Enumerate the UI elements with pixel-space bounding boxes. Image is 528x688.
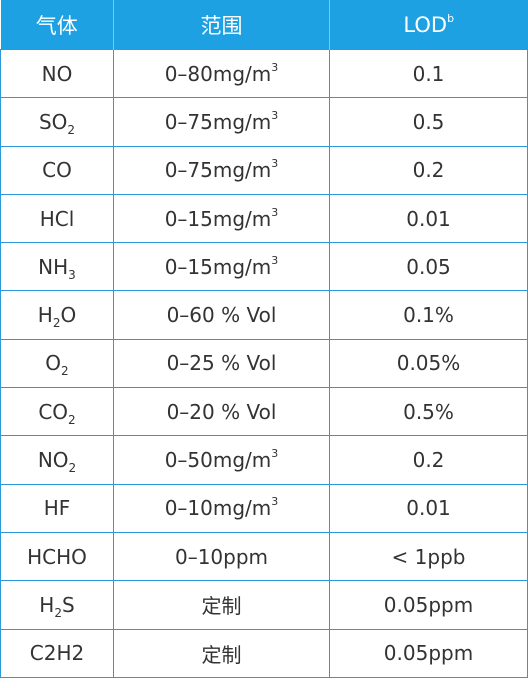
table-row: NO 0–80mg/m3 0.1 [0, 48, 528, 99]
gas-cell: C2H2 [0, 628, 114, 678]
range-cell: 0–60 % Vol [113, 290, 330, 340]
table-row: SO2 0–75mg/m3 0.5 [0, 97, 528, 147]
lod-cell: 0.5% [329, 387, 528, 437]
table-row: NO2 0–50mg/m3 0.2 [0, 435, 528, 485]
table-row: HCl 0–15mg/m3 0.01 [0, 193, 528, 244]
gas-cell: CO [0, 145, 114, 195]
gas-cell: HCl [0, 193, 114, 244]
gas-cell: CO2 [0, 387, 114, 437]
lod-cell: 0.01 [329, 193, 528, 244]
gas-cell: H2O [0, 290, 114, 340]
table-row: H2O 0–60 % Vol 0.1% [0, 290, 528, 340]
header-range: 范围 [113, 0, 330, 50]
lod-cell: 0.05ppm [329, 580, 528, 630]
range-cell: 0–25 % Vol [113, 338, 330, 389]
table-row: H2S 定制 0.05ppm [0, 580, 528, 630]
range-cell: 0–15mg/m3 [113, 193, 330, 244]
header-lod: LODb [329, 0, 528, 50]
table-row: HF 0–10mg/m3 0.01 [0, 483, 528, 533]
lod-cell: 0.1 [329, 48, 528, 99]
lod-cell: 0.5 [329, 97, 528, 147]
gas-cell: NO [0, 48, 114, 99]
range-cell: 定制 [113, 628, 330, 678]
lod-cell: 0.2 [329, 435, 528, 485]
table-body: NO 0–80mg/m3 0.1 SO2 0–75mg/m3 0.5 CO 0–75mg/m3… [0, 48, 528, 678]
lod-cell: 0.05% [329, 338, 528, 389]
table-row: NH3 0–15mg/m3 0.05 [0, 242, 528, 292]
range-cell: 0–75mg/m3 [113, 97, 330, 147]
lod-cell: 0.05 [329, 242, 528, 292]
gas-cell: HF [0, 483, 114, 533]
lod-cell: 0.05ppm [329, 628, 528, 678]
range-cell: 定制 [113, 580, 330, 630]
lod-cell: 0.1% [329, 290, 528, 340]
table-row: C2H2 定制 0.05ppm [0, 628, 528, 678]
gas-cell: H2S [0, 580, 114, 630]
range-cell: 0–20 % Vol [113, 387, 330, 437]
gas-cell: SO2 [0, 97, 114, 147]
lod-cell: 0.2 [329, 145, 528, 195]
table-row: CO 0–75mg/m3 0.2 [0, 145, 528, 195]
table-row: CO2 0–20 % Vol 0.5% [0, 387, 528, 437]
range-cell: 0–10ppm [113, 531, 330, 582]
range-cell: 0–50mg/m3 [113, 435, 330, 485]
range-cell: 0–15mg/m3 [113, 242, 330, 292]
gas-cell: HCHO [0, 531, 114, 582]
header-gas: 气体 [0, 0, 114, 50]
gas-cell: O2 [0, 338, 114, 389]
gas-cell: NO2 [0, 435, 114, 485]
range-cell: 0–80mg/m3 [113, 48, 330, 99]
gas-cell: NH3 [0, 242, 114, 292]
table-header: 气体 范围 LODb [0, 0, 528, 50]
range-cell: 0–75mg/m3 [113, 145, 330, 195]
lod-cell: 0.01 [329, 483, 528, 533]
table-row: O2 0–25 % Vol 0.05% [0, 338, 528, 389]
table-row: HCHO 0–10ppm < 1ppb [0, 531, 528, 582]
range-cell: 0–10mg/m3 [113, 483, 330, 533]
lod-cell: < 1ppb [329, 531, 528, 582]
